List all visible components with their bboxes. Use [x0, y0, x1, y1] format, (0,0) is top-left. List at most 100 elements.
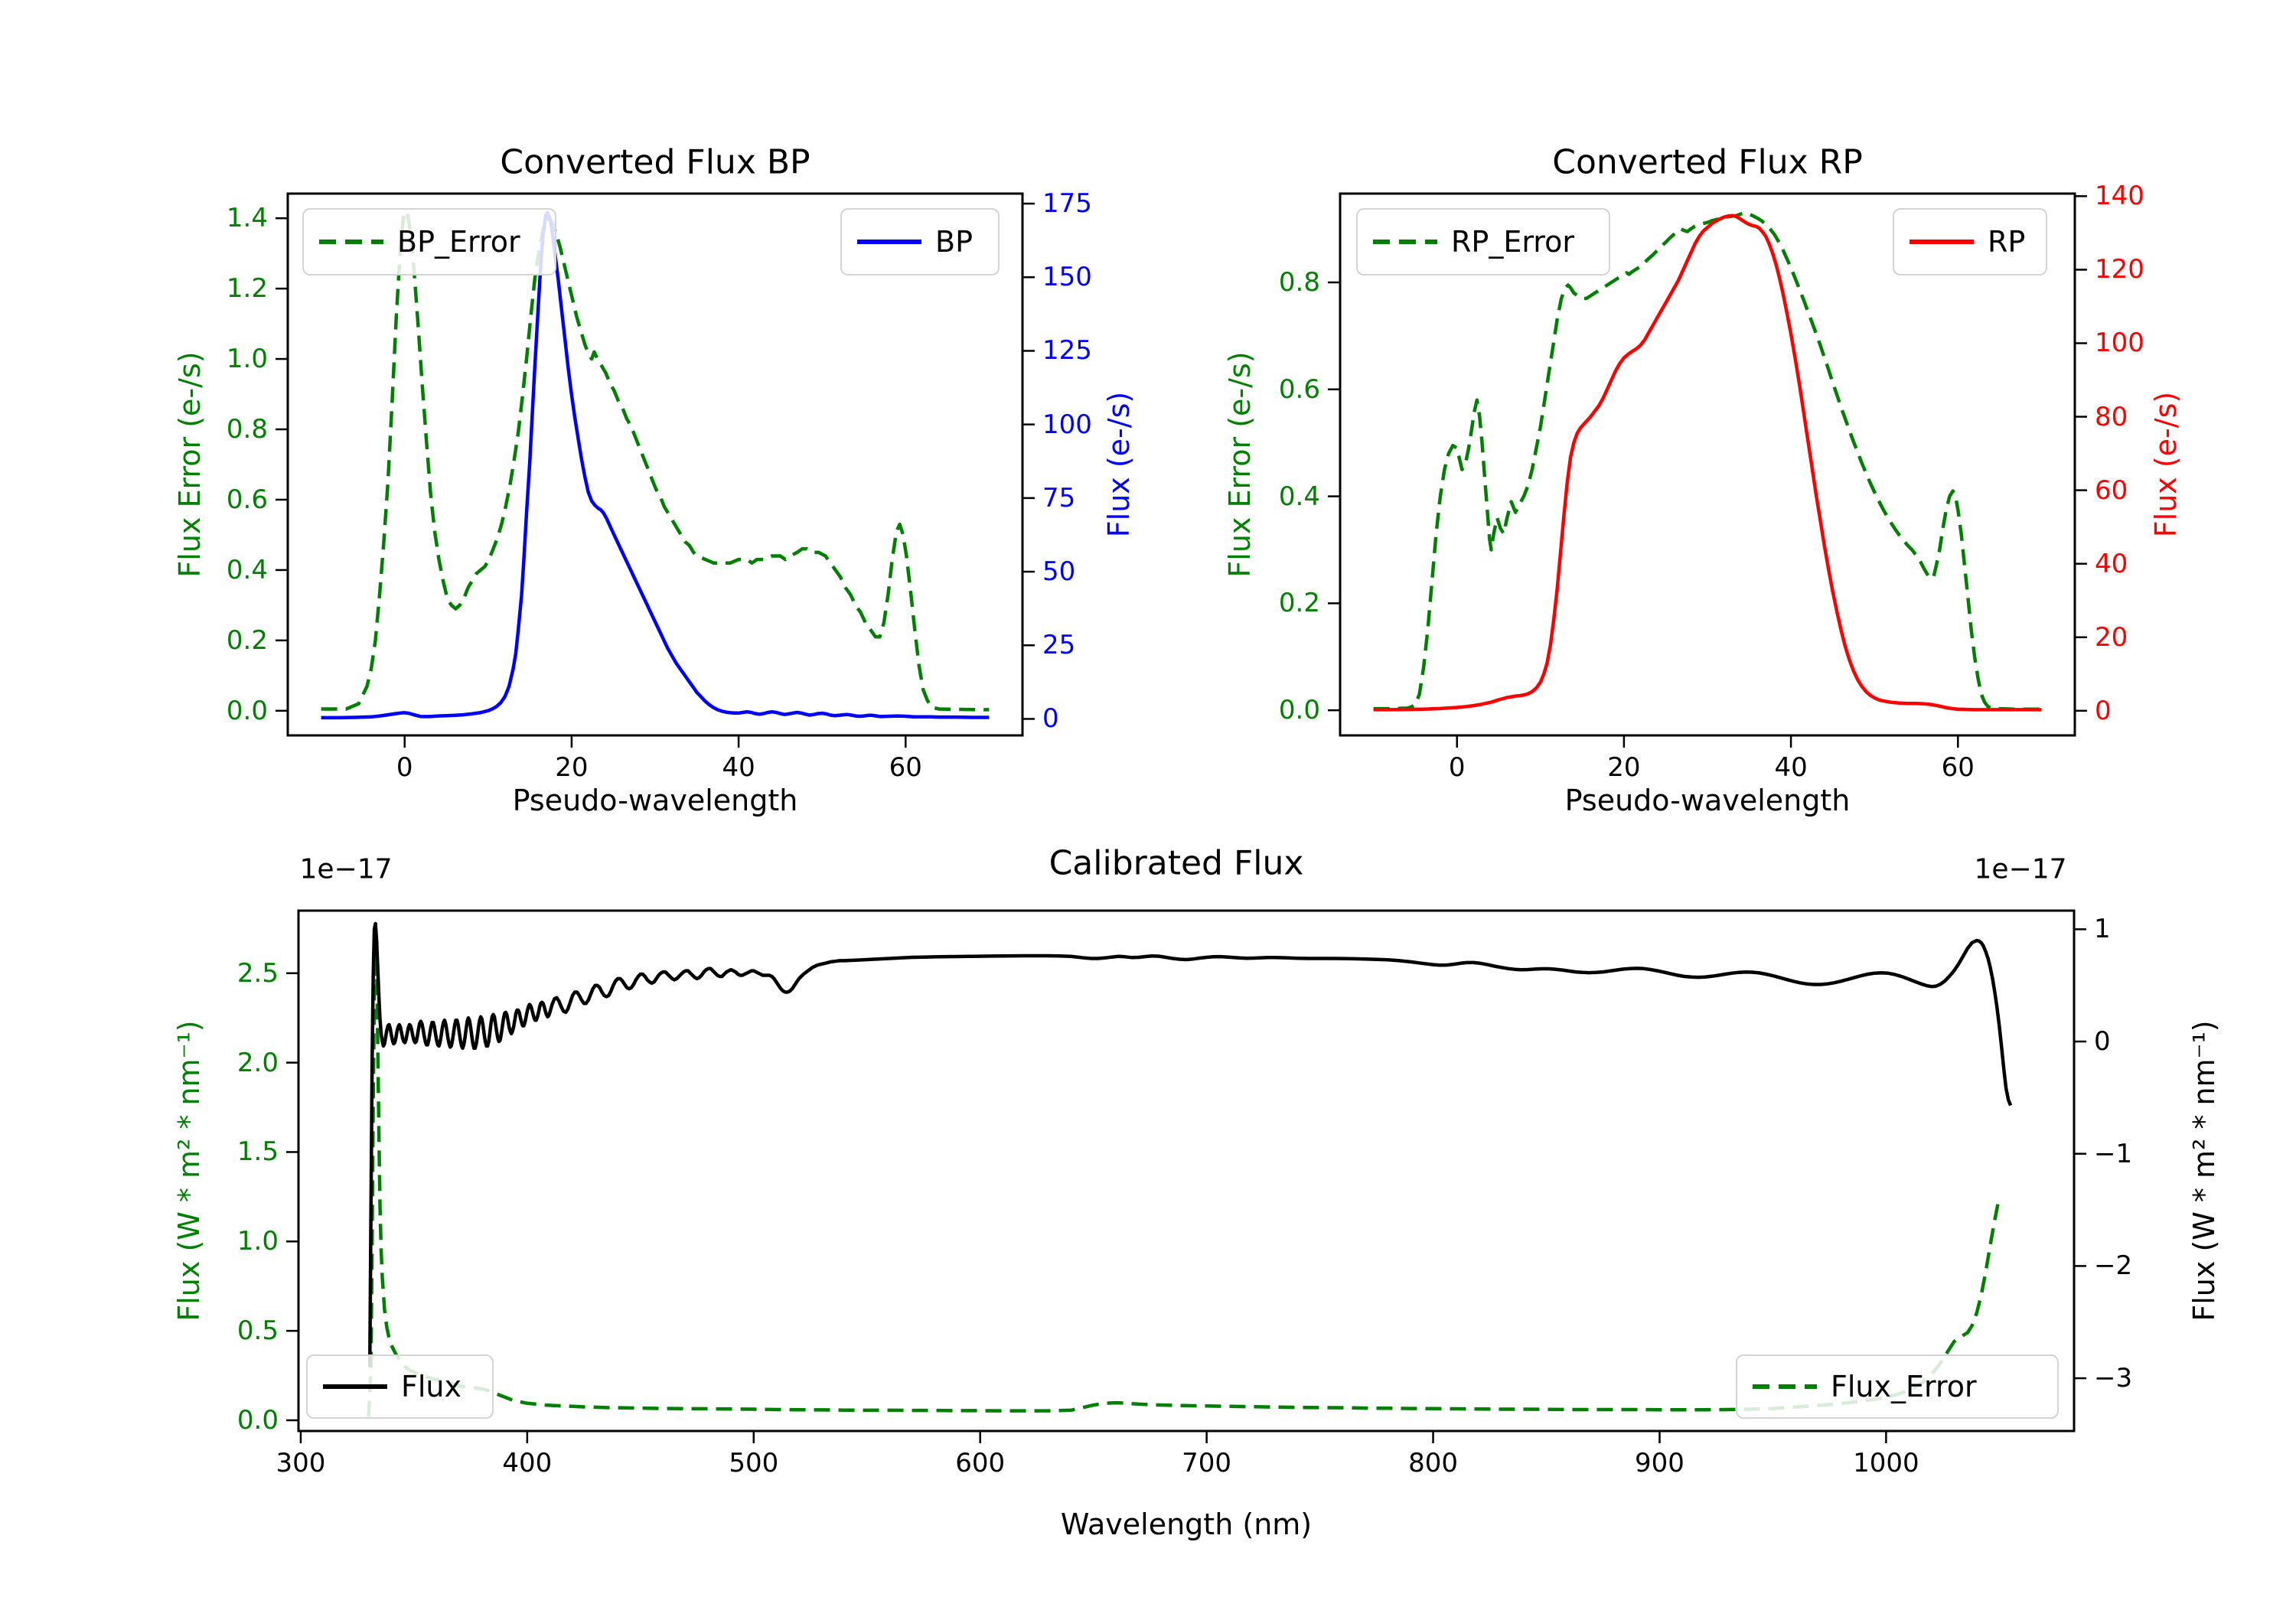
right-y-tick-label: 175 — [1042, 188, 1092, 220]
x-tick-label: 0 — [396, 752, 413, 783]
axes-spines — [297, 909, 2076, 1433]
x-tick-label: 40 — [722, 752, 755, 783]
left-y-tick-label: 0.6 — [1278, 373, 1320, 405]
right-y-tick-label: 140 — [2095, 181, 2144, 212]
axes-spines — [1339, 192, 2076, 737]
right-y-tick-label: 75 — [1042, 482, 1076, 513]
x-tick-label: 600 — [955, 1448, 1006, 1478]
plot-area-rp — [1328, 192, 2087, 748]
right-y-tick-label: 25 — [1042, 630, 1076, 661]
left-y-tick-label: 1.5 — [236, 1136, 279, 1168]
left-y-tick-label: 0.0 — [236, 1404, 279, 1436]
axis-offset-text: 1e−17 — [1974, 853, 2067, 885]
plot-area-bp — [276, 192, 1035, 748]
left-y-tick-label: 1.4 — [226, 203, 268, 234]
x-tick-label: 400 — [502, 1448, 553, 1478]
right-y-tick-label: 0 — [1042, 703, 1059, 735]
x-axis-label: Wavelength (nm) — [1060, 1508, 1313, 1541]
x-tick-label: 0 — [1448, 752, 1466, 783]
left-y-tick-label: 0.2 — [1278, 588, 1320, 619]
left-y-tick-label: 0.2 — [226, 624, 268, 656]
chart-title: Converted Flux BP — [500, 142, 810, 182]
left-y-tick-label: 1.0 — [226, 344, 268, 375]
right-y-tick-label: 1 — [2094, 914, 2111, 945]
legend-line-sample — [1753, 1384, 1817, 1389]
x-tick-label: 40 — [1774, 752, 1808, 783]
right-y-tick-label: 125 — [1042, 335, 1092, 367]
legend-Flux: Flux — [306, 1354, 494, 1419]
legend-label: BP — [935, 225, 973, 259]
series-line-RP_Error — [1373, 210, 2042, 712]
legend-RP_Error: RP_Error — [1356, 208, 1610, 275]
left-y-tick-label: 0.4 — [1278, 481, 1320, 512]
left-y-tick-label: 0.0 — [226, 695, 268, 726]
legend-line-sample — [1910, 240, 1974, 244]
series-line-RP — [1373, 214, 2042, 712]
x-tick-label: 20 — [555, 752, 589, 783]
left-y-tick-label: 0.0 — [1278, 695, 1320, 726]
x-tick-label: 800 — [1408, 1448, 1458, 1478]
left-y-tick-label: 2.0 — [236, 1047, 279, 1078]
series-line-Flux — [367, 921, 2013, 1367]
legend-label: RP_Error — [1451, 225, 1574, 259]
series-line-BP_Error — [321, 209, 990, 712]
x-tick-label: 20 — [1607, 752, 1641, 783]
left-y-tick-label: 0.6 — [226, 484, 268, 515]
legend-label: Flux_Error — [1831, 1370, 1977, 1403]
series-line-Flux_Error — [367, 927, 2001, 1417]
right-y-tick-label: 20 — [2095, 621, 2128, 653]
right-y-tick-label: 0 — [2095, 695, 2112, 726]
right-y-tick-label: 50 — [1042, 556, 1076, 588]
right-y-tick-label: −3 — [2094, 1363, 2133, 1394]
left-y-tick-label: 0.5 — [236, 1315, 279, 1347]
x-tick-label: 1000 — [1853, 1448, 1919, 1478]
chart-title: Converted Flux RP — [1552, 142, 1863, 182]
legend-BP_Error: BP_Error — [302, 208, 556, 275]
x-tick-label: 300 — [276, 1448, 326, 1478]
axis-offset-text: 1e−17 — [299, 853, 393, 885]
right-y-tick-label: 150 — [1042, 262, 1092, 293]
right-y-axis-label: Flux (W * m² * nm⁻¹) — [2187, 1020, 2221, 1322]
legend-BP: BP — [840, 208, 1000, 275]
right-y-tick-label: −2 — [2094, 1250, 2133, 1282]
x-axis-label: Pseudo-wavelength — [512, 784, 798, 817]
chart-title: Calibrated Flux — [1049, 843, 1304, 883]
x-tick-label: 700 — [1182, 1448, 1232, 1478]
left-y-tick-label: 1.2 — [226, 273, 268, 305]
left-y-axis-label: Flux (W * m² * nm⁻¹) — [172, 1020, 206, 1322]
x-tick-label: 900 — [1635, 1448, 1684, 1478]
legend-label: BP_Error — [397, 225, 520, 259]
legend-line-sample — [323, 1384, 387, 1389]
legend-Flux_Error: Flux_Error — [1736, 1354, 2059, 1419]
right-y-tick-label: −1 — [2094, 1138, 2133, 1169]
right-y-tick-label: 60 — [2095, 474, 2128, 506]
legend-line-sample — [857, 240, 921, 244]
left-y-tick-label: 1.0 — [236, 1226, 279, 1257]
left-y-tick-label: 0.8 — [226, 414, 268, 445]
series-line-BP — [321, 210, 990, 720]
right-y-tick-label: 100 — [2095, 328, 2144, 359]
right-y-tick-label: 40 — [2095, 548, 2128, 579]
legend-line-sample — [1373, 240, 1437, 244]
legend-label: RP — [1988, 225, 2026, 259]
right-y-tick-label: 80 — [2095, 401, 2128, 432]
x-tick-label: 60 — [889, 752, 922, 783]
plot-area-cal — [286, 909, 2086, 1443]
legend-RP: RP — [1893, 208, 2047, 275]
legend-label: Flux — [401, 1370, 461, 1403]
axes-spines — [286, 192, 1024, 737]
legend-line-sample — [319, 240, 383, 244]
left-y-tick-label: 0.4 — [226, 554, 268, 585]
left-y-tick-label: 0.8 — [1278, 267, 1320, 298]
left-y-tick-label: 2.5 — [236, 957, 279, 989]
x-axis-label: Pseudo-wavelength — [1564, 784, 1851, 817]
right-y-tick-label: 120 — [2095, 254, 2144, 285]
right-y-tick-label: 100 — [1042, 409, 1092, 440]
x-tick-label: 500 — [729, 1448, 779, 1478]
right-y-tick-label: 0 — [2094, 1026, 2111, 1058]
x-tick-label: 60 — [1941, 752, 1975, 783]
